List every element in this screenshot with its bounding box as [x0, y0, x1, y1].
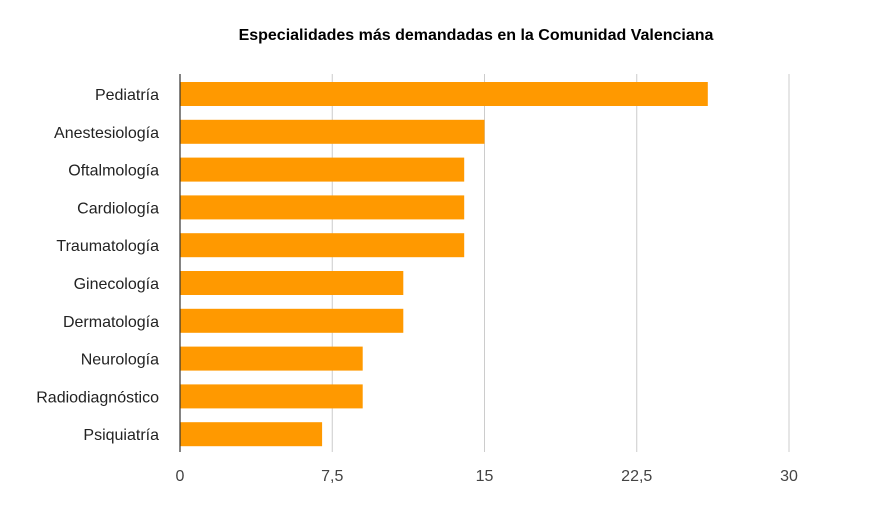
bar-8	[180, 384, 363, 409]
bar-1	[180, 119, 485, 144]
x-tick-label-2: 15	[476, 468, 494, 485]
x-tick-label-4: 30	[780, 468, 798, 485]
category-label-8: Radiodiagnóstico	[36, 389, 159, 406]
x-tick-label-0: 0	[176, 468, 185, 485]
x-tick-label-1: 7,5	[321, 468, 343, 485]
category-label-7: Neurología	[81, 352, 159, 369]
category-label-5: Ginecología	[74, 276, 159, 293]
category-label-2: Oftalmología	[68, 163, 159, 180]
bar-3	[180, 195, 465, 220]
category-label-4: Traumatología	[56, 238, 159, 255]
x-tick-labels: 0 7,5 15 22,5 30	[176, 468, 798, 485]
bar-5	[180, 271, 404, 295]
category-label-0: Pediatría	[95, 87, 159, 104]
category-label-3: Cardiología	[77, 200, 159, 217]
category-labels: Pediatría Anestesiología Oftalmología Cardi…	[36, 87, 159, 444]
x-tick-label-3: 22,5	[621, 468, 652, 485]
bar-6	[180, 308, 404, 333]
bar-9	[180, 422, 323, 447]
category-label-1: Anestesiología	[54, 125, 159, 142]
bars	[180, 82, 708, 447]
bar-0	[180, 82, 708, 106]
bar-7	[180, 346, 363, 371]
bar-4	[180, 233, 465, 258]
bar-2	[180, 157, 465, 182]
category-label-9: Psiquiatría	[83, 427, 159, 444]
category-label-6: Dermatología	[63, 314, 159, 331]
chart-title: Especialidades más demandadas en la Comu…	[239, 27, 714, 44]
